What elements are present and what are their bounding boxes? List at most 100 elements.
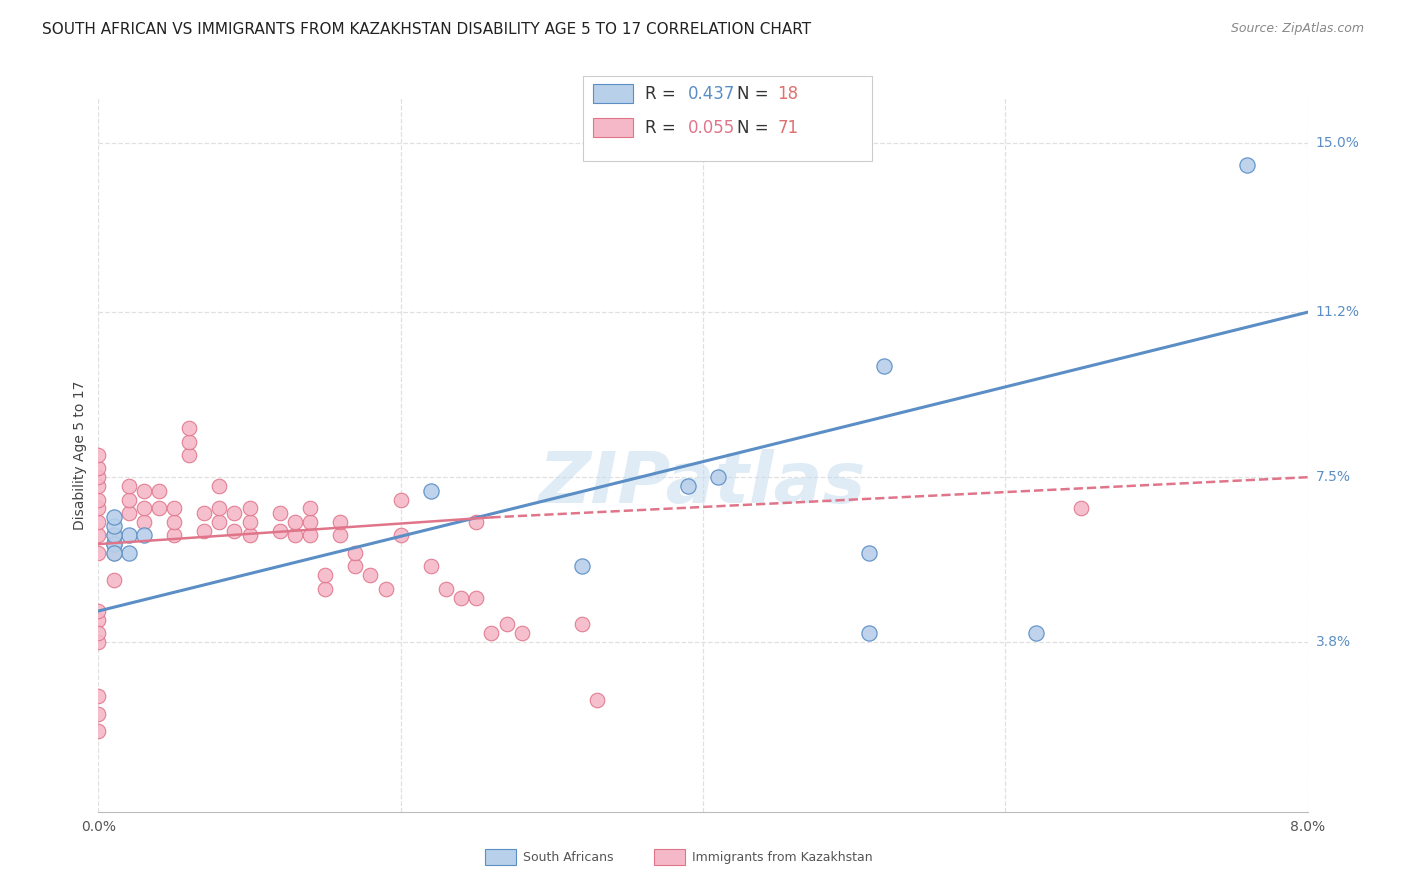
Point	[571, 559, 593, 574]
Text: 0.055: 0.055	[688, 119, 735, 136]
Point	[284, 515, 307, 529]
Point	[118, 492, 141, 507]
Point	[163, 501, 186, 516]
Point	[586, 693, 609, 707]
Point	[419, 483, 441, 498]
Point	[450, 591, 472, 605]
Point	[299, 528, 322, 542]
Point	[208, 479, 231, 493]
Point	[103, 546, 125, 560]
Point	[193, 524, 215, 538]
Point	[1070, 501, 1092, 516]
Point	[707, 470, 730, 484]
Point	[299, 501, 322, 516]
Text: Source: ZipAtlas.com: Source: ZipAtlas.com	[1230, 22, 1364, 36]
Point	[87, 706, 110, 721]
Point	[858, 546, 880, 560]
Text: 3.8%: 3.8%	[1316, 635, 1351, 649]
Y-axis label: Disability Age 5 to 17: Disability Age 5 to 17	[73, 380, 87, 530]
Text: 71: 71	[778, 119, 799, 136]
Text: ZIPatlas: ZIPatlas	[540, 449, 866, 518]
Point	[479, 626, 503, 640]
Point	[132, 528, 155, 542]
Point	[87, 470, 110, 484]
Text: 18: 18	[778, 85, 799, 103]
Point	[269, 506, 291, 520]
Point	[419, 559, 441, 574]
Text: 15.0%: 15.0%	[1316, 136, 1360, 150]
Point	[103, 537, 125, 551]
Point	[224, 506, 246, 520]
Point	[389, 492, 412, 507]
Point	[1236, 158, 1258, 172]
Point	[103, 528, 125, 542]
Point	[87, 546, 110, 560]
Point	[103, 510, 125, 524]
Point	[239, 528, 262, 542]
Point	[87, 613, 110, 627]
Point	[118, 506, 141, 520]
Point	[858, 626, 880, 640]
Point	[344, 546, 367, 560]
Point	[132, 501, 155, 516]
Point	[148, 501, 170, 516]
Text: R =: R =	[645, 85, 682, 103]
Point	[163, 528, 186, 542]
Point	[103, 537, 125, 551]
Text: Immigrants from Kazakhstan: Immigrants from Kazakhstan	[692, 851, 872, 863]
Point	[103, 546, 125, 560]
Text: 7.5%: 7.5%	[1316, 470, 1351, 484]
Point	[87, 635, 110, 649]
Point	[299, 515, 322, 529]
Point	[374, 582, 396, 596]
Point	[269, 524, 291, 538]
Point	[132, 483, 155, 498]
Point	[87, 479, 110, 493]
Point	[329, 528, 352, 542]
Point	[465, 591, 488, 605]
Text: N =: N =	[737, 85, 773, 103]
Text: SOUTH AFRICAN VS IMMIGRANTS FROM KAZAKHSTAN DISABILITY AGE 5 TO 17 CORRELATION C: SOUTH AFRICAN VS IMMIGRANTS FROM KAZAKHS…	[42, 22, 811, 37]
Point	[103, 519, 125, 533]
Point	[510, 626, 533, 640]
Point	[224, 524, 246, 538]
Point	[239, 501, 262, 516]
Point	[389, 528, 412, 542]
Point	[571, 617, 593, 632]
Text: South Africans: South Africans	[523, 851, 613, 863]
Point	[179, 434, 201, 449]
Point	[87, 448, 110, 462]
Point	[179, 421, 201, 435]
Point	[103, 528, 125, 542]
Point	[87, 461, 110, 475]
Point	[434, 582, 457, 596]
Point	[314, 582, 336, 596]
Point	[676, 479, 699, 493]
Point	[344, 559, 367, 574]
Point	[329, 515, 352, 529]
Point	[208, 515, 231, 529]
Point	[284, 528, 307, 542]
Point	[87, 515, 110, 529]
Point	[873, 359, 896, 373]
Point	[87, 501, 110, 516]
Point	[208, 501, 231, 516]
Point	[148, 483, 170, 498]
Point	[87, 626, 110, 640]
Text: 0.437: 0.437	[688, 85, 735, 103]
Point	[163, 515, 186, 529]
Point	[314, 568, 336, 582]
Point	[87, 492, 110, 507]
Text: N =: N =	[737, 119, 773, 136]
Point	[87, 528, 110, 542]
Point	[179, 448, 201, 462]
Point	[495, 617, 517, 632]
Point	[87, 689, 110, 703]
Point	[118, 479, 141, 493]
Text: R =: R =	[645, 119, 682, 136]
Point	[1024, 626, 1046, 640]
Point	[239, 515, 262, 529]
Point	[87, 604, 110, 618]
Point	[103, 573, 125, 587]
Point	[118, 528, 141, 542]
